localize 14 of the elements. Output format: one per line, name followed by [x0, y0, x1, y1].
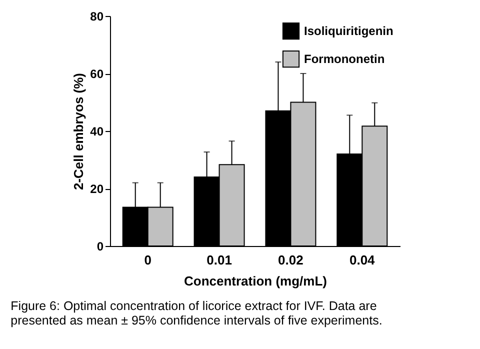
y-tick-label: 80 — [90, 10, 104, 24]
x-tick-label: 0.01 — [206, 252, 232, 268]
y-tick-label: 40 — [90, 124, 104, 138]
y-axis-title: 2-Cell embryos (%) — [71, 72, 86, 190]
x-tick-label: 0.02 — [278, 252, 304, 268]
y-tick-label: 60 — [90, 67, 104, 81]
x-axis-title: Concentration (mg/mL) — [184, 274, 327, 288]
y-tick-label: 20 — [90, 182, 104, 196]
legend-label: Formononetin — [304, 52, 385, 66]
x-tick-label: 0.04 — [349, 252, 376, 268]
legend-label: Isoliquiritigenin — [304, 24, 394, 38]
x-tick-label: 0 — [144, 252, 152, 268]
caption: Figure 6: Optimal concentration of licorice extract for IVF. Data are presented as mean ± 95% confidence intervals of five experiments. — [10, 299, 382, 328]
y-tick-label: 0 — [96, 240, 104, 254]
